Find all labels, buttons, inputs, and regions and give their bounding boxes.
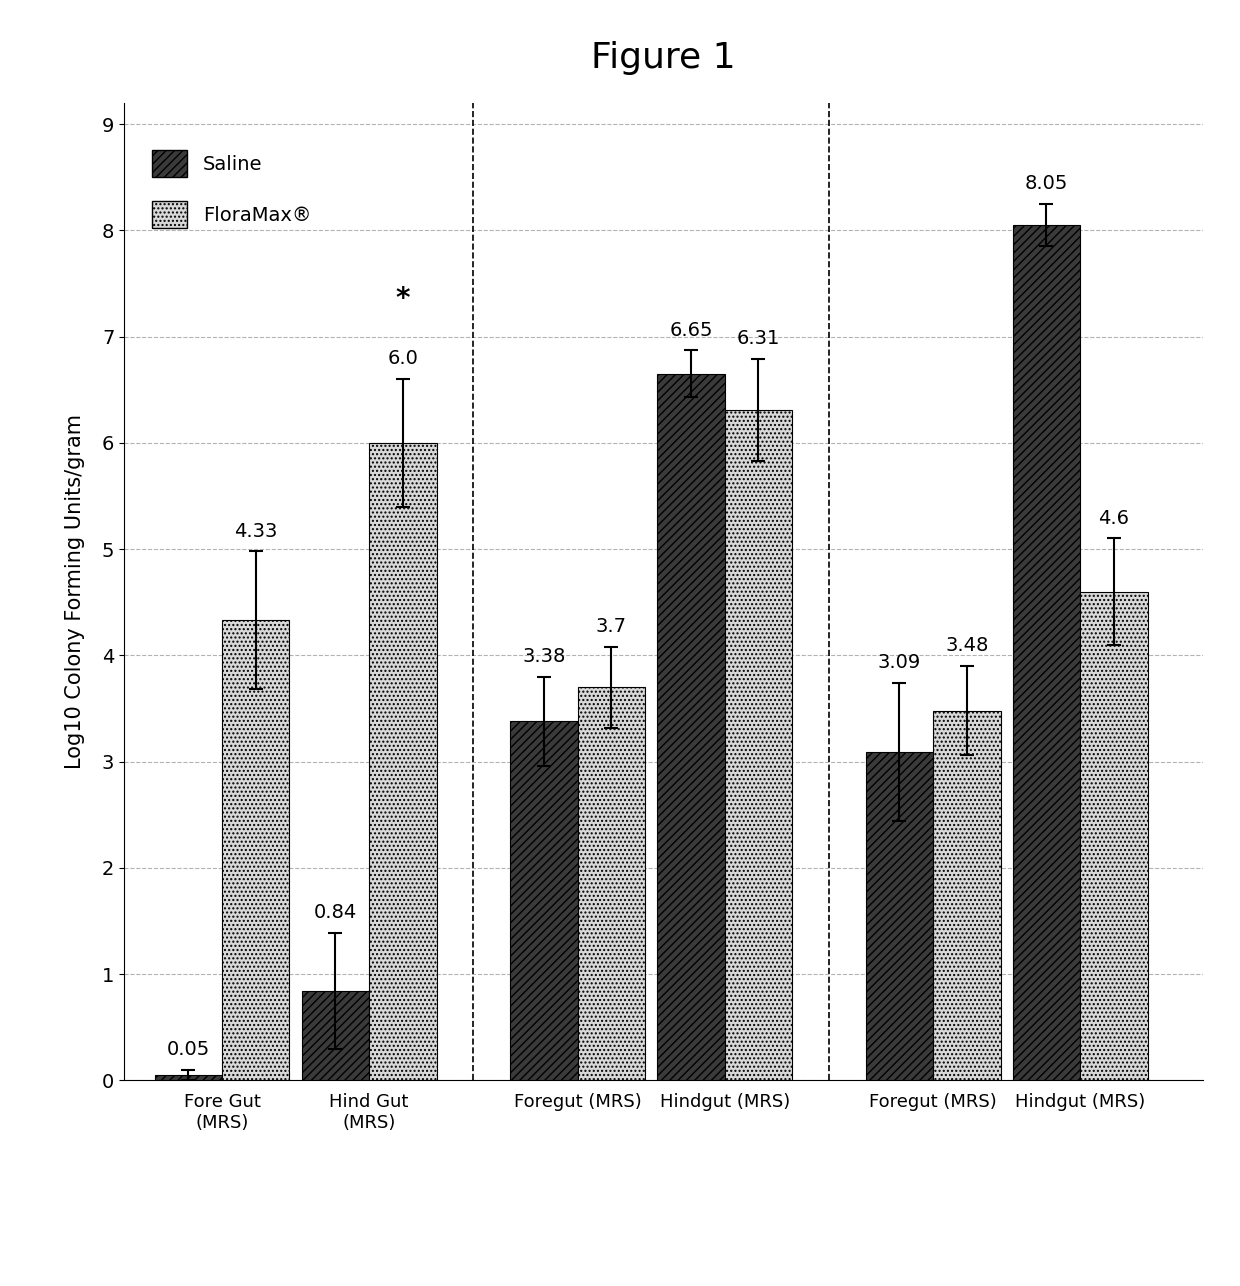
Text: 6.65: 6.65 [670,320,713,340]
Bar [578,687,645,1080]
Text: 6.0: 6.0 [387,350,418,369]
Text: 3.09: 3.09 [878,653,921,673]
Text: 3.38: 3.38 [522,647,565,666]
Bar [1013,225,1080,1080]
Text: 0.05: 0.05 [166,1040,210,1058]
Bar [866,752,932,1080]
Bar [510,721,578,1080]
Bar [934,711,1001,1080]
Bar [155,1075,222,1080]
Y-axis label: Log10 Colony Forming Units/gram: Log10 Colony Forming Units/gram [66,414,86,769]
Bar [222,620,289,1080]
Text: 8.05: 8.05 [1024,174,1068,193]
Text: *: * [396,285,410,314]
Text: 3.48: 3.48 [945,637,988,656]
Bar [370,442,436,1080]
Text: 0.84: 0.84 [314,903,357,922]
Legend: Saline, FloraMax®: Saline, FloraMax® [145,141,319,235]
Bar [1080,592,1148,1080]
Bar [724,410,792,1080]
Text: 4.33: 4.33 [234,522,278,540]
Title: Figure 1: Figure 1 [591,41,735,75]
Text: 4.6: 4.6 [1099,509,1130,527]
Text: 3.7: 3.7 [595,617,626,637]
Text: 6.31: 6.31 [737,329,780,349]
Bar [301,992,370,1080]
Bar [657,374,724,1080]
